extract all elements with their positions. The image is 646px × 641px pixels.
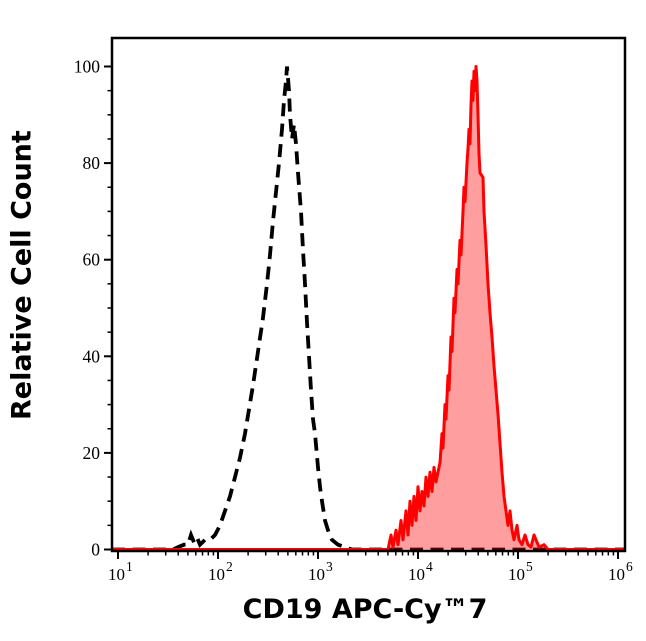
x-tick-label-10e6: 106	[608, 559, 633, 584]
plot-border	[110, 36, 627, 553]
cd19-apc-cy7-stained-fill	[112, 66, 625, 550]
x-tick-label-10e2: 102	[208, 559, 233, 584]
axis-tick-labels: 101 102 103 104 105 106 0 20 40 60 80 100	[74, 57, 633, 585]
y-axis-title: Relative Cell Count	[6, 130, 38, 420]
plot-frame	[110, 36, 627, 553]
y-tick-label-40: 40	[83, 346, 101, 366]
x-axis-title: CD19 APC-Cy™7	[242, 594, 488, 625]
y-tick-label-60: 60	[83, 250, 101, 270]
cd19-apc-cy7-stained-outline	[112, 65, 625, 551]
y-tick-label-0: 0	[91, 540, 100, 560]
x-tick-label-10e1: 101	[108, 559, 133, 584]
y-tick-label-80: 80	[83, 153, 101, 173]
x-tick-label-10e4: 104	[408, 559, 433, 584]
x-tick-label-10e3: 103	[308, 559, 333, 584]
x-tick-label-10e5: 105	[508, 559, 533, 584]
curves-layer	[112, 65, 625, 552]
y-tick-label-100: 100	[74, 57, 101, 77]
negative-control-curve	[112, 66, 625, 552]
y-tick-label-20: 20	[83, 443, 101, 463]
axis-ticks	[104, 65, 619, 559]
